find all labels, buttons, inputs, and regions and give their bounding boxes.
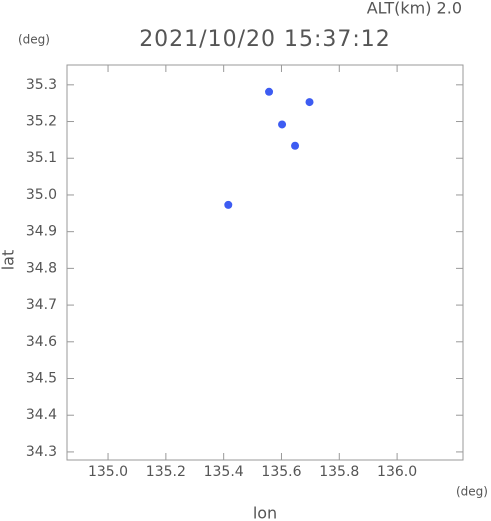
chart-title: 2021/10/20 15:37:12 — [139, 27, 391, 52]
echo-point — [291, 141, 300, 150]
echo-point — [305, 98, 314, 107]
x-axis-label: lon — [253, 504, 277, 521]
y-tick-label: 34.6 — [26, 334, 57, 350]
echo-point — [278, 120, 287, 129]
y-tick-label: 34.3 — [26, 444, 57, 460]
y-tick-label: 35.0 — [26, 187, 57, 203]
y-tick-label: 34.4 — [26, 407, 57, 423]
echo-point — [224, 200, 233, 209]
x-tick-label: 135.2 — [146, 464, 186, 480]
x-tick-label: 135.0 — [88, 464, 128, 480]
x-unit: (deg) — [456, 485, 488, 499]
y-tick-label: 35.2 — [26, 114, 57, 130]
x-tick-label: 135.6 — [261, 464, 301, 480]
y-tick-label: 35.1 — [26, 150, 57, 166]
y-tick-label: 34.5 — [26, 371, 57, 387]
y-tick-label: 35.3 — [26, 77, 57, 93]
echo-point — [265, 87, 274, 96]
x-tick-label: 135.8 — [319, 464, 359, 480]
y-tick-label: 34.8 — [26, 260, 57, 276]
x-tick-label: 135.4 — [204, 464, 244, 480]
y-axis-label: lat — [0, 250, 18, 271]
y-tick-label: 34.9 — [26, 224, 57, 240]
y-tick-label: 34.7 — [26, 297, 57, 313]
y-unit: (deg) — [18, 33, 50, 47]
plot-frame — [66, 64, 464, 461]
altitude-label: ALT(km) 2.0 — [367, 0, 462, 18]
x-tick-label: 136.0 — [377, 464, 417, 480]
